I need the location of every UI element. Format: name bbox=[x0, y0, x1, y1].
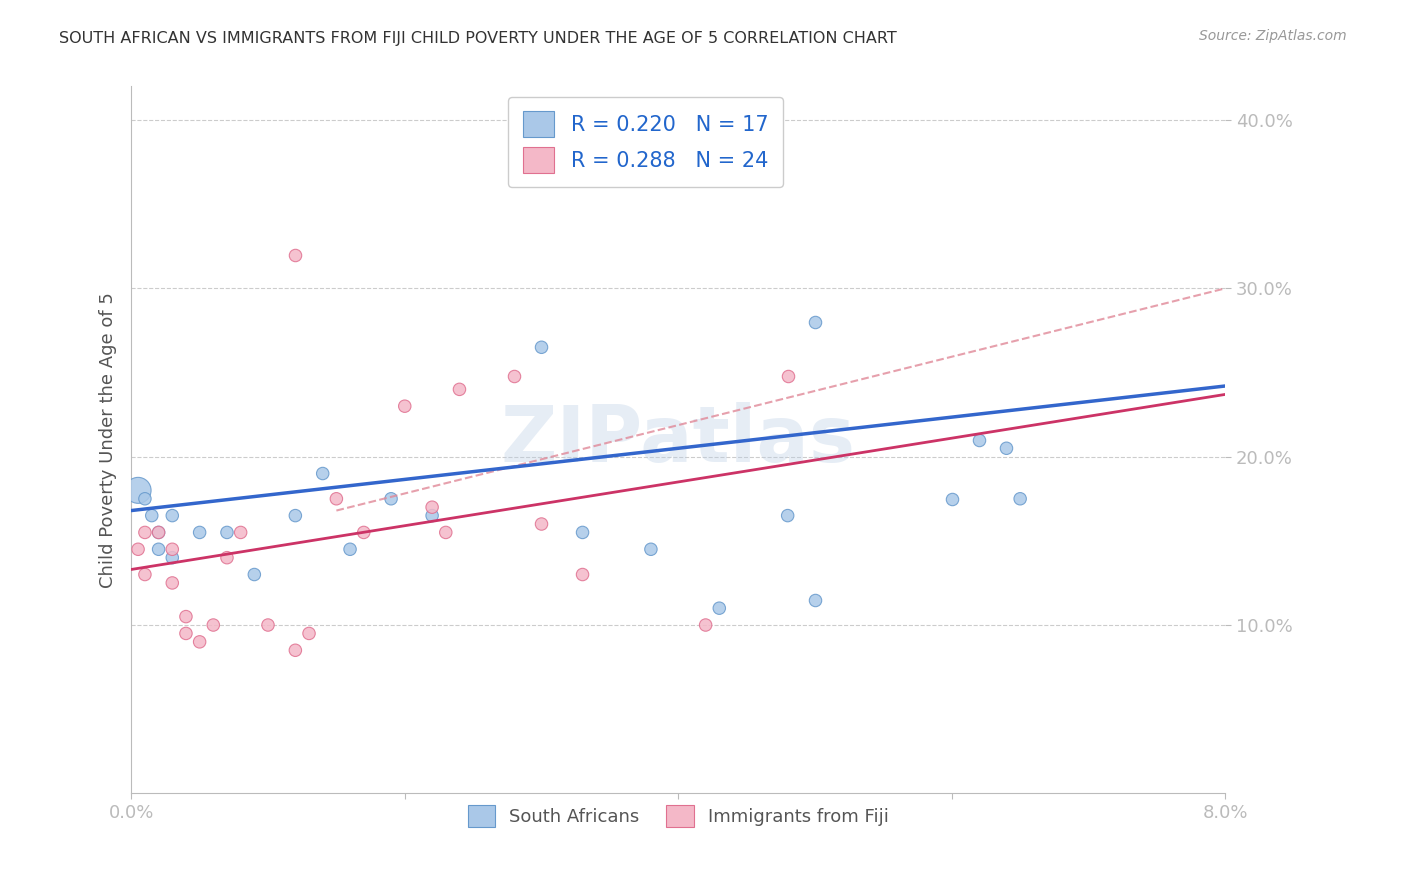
Y-axis label: Child Poverty Under the Age of 5: Child Poverty Under the Age of 5 bbox=[100, 292, 117, 588]
Point bbox=[141, 508, 163, 523]
Point bbox=[284, 248, 307, 262]
Point bbox=[229, 525, 252, 540]
Point bbox=[134, 491, 156, 506]
Point bbox=[148, 525, 170, 540]
Point bbox=[695, 618, 717, 632]
Point bbox=[298, 626, 321, 640]
Point bbox=[215, 550, 238, 565]
Point bbox=[613, 172, 636, 186]
Point bbox=[148, 525, 170, 540]
Point bbox=[776, 508, 799, 523]
Point bbox=[571, 567, 593, 582]
Point bbox=[530, 516, 553, 531]
Text: Source: ZipAtlas.com: Source: ZipAtlas.com bbox=[1199, 29, 1347, 43]
Point bbox=[503, 368, 526, 383]
Point bbox=[284, 643, 307, 657]
Point bbox=[709, 601, 731, 615]
Point bbox=[127, 542, 149, 557]
Point bbox=[325, 491, 347, 506]
Point bbox=[1010, 491, 1032, 506]
Point bbox=[215, 525, 238, 540]
Point bbox=[380, 491, 402, 506]
Point bbox=[804, 592, 827, 607]
Point bbox=[571, 525, 593, 540]
Point bbox=[353, 525, 375, 540]
Point bbox=[312, 467, 335, 481]
Point bbox=[284, 508, 307, 523]
Point bbox=[420, 508, 443, 523]
Legend: South Africans, Immigrants from Fiji: South Africans, Immigrants from Fiji bbox=[460, 797, 896, 834]
Point bbox=[162, 550, 184, 565]
Point bbox=[243, 567, 266, 582]
Point bbox=[995, 442, 1018, 456]
Point bbox=[127, 483, 149, 498]
Text: ZIPatlas: ZIPatlas bbox=[501, 402, 856, 478]
Text: SOUTH AFRICAN VS IMMIGRANTS FROM FIJI CHILD POVERTY UNDER THE AGE OF 5 CORRELATI: SOUTH AFRICAN VS IMMIGRANTS FROM FIJI CH… bbox=[59, 31, 897, 46]
Point bbox=[420, 500, 443, 515]
Point bbox=[174, 626, 197, 640]
Point bbox=[162, 576, 184, 591]
Point bbox=[134, 567, 156, 582]
Point bbox=[776, 368, 799, 383]
Point bbox=[530, 340, 553, 354]
Point bbox=[188, 525, 211, 540]
Point bbox=[339, 542, 361, 557]
Point bbox=[202, 618, 225, 632]
Point bbox=[134, 525, 156, 540]
Point bbox=[257, 618, 280, 632]
Point bbox=[148, 542, 170, 557]
Point bbox=[434, 525, 457, 540]
Point bbox=[394, 399, 416, 413]
Point bbox=[941, 491, 963, 506]
Point bbox=[174, 609, 197, 624]
Point bbox=[188, 635, 211, 649]
Point bbox=[162, 508, 184, 523]
Point bbox=[967, 433, 990, 447]
Point bbox=[804, 315, 827, 329]
Point bbox=[640, 542, 662, 557]
Point bbox=[162, 542, 184, 557]
Point bbox=[449, 382, 471, 396]
